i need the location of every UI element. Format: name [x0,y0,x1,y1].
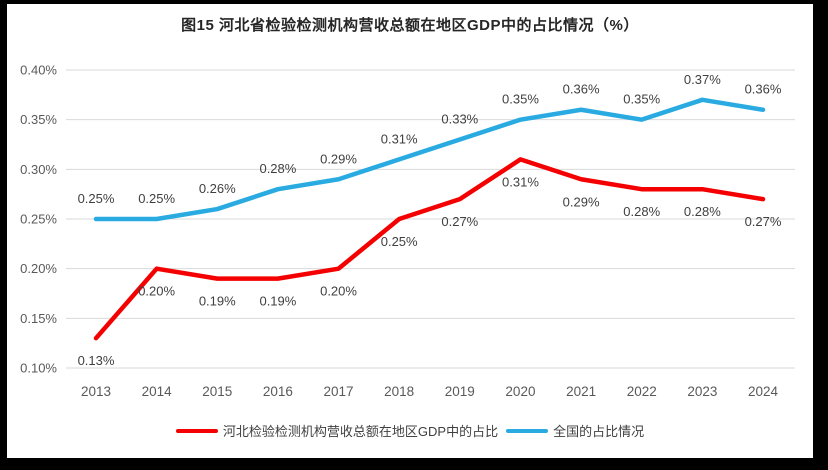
data-label-s0: 0.28% [623,204,660,219]
x-tick-label: 2013 [81,384,111,399]
data-label-s1: 0.35% [502,92,539,107]
x-tick-label: 2022 [627,384,657,399]
series-line-0 [93,157,766,341]
data-label-s1: 0.26% [199,181,236,196]
x-tick-label: 2020 [505,384,535,399]
chart-card: 图15 河北省检验检测机构营收总额在地区GDP中的占比情况（%） 0.10% 0.… [7,4,813,458]
chart-title: 图15 河北省检验检测机构营收总额在地区GDP中的占比情况（%） [181,17,639,34]
data-label-s0: 0.25% [381,234,418,249]
series-line-1 [93,97,766,222]
data-label-s0: 0.27% [441,214,478,229]
data-label-s1: 0.29% [320,151,357,166]
legend-line-blue-swatch [506,428,549,433]
legend: 河北检验检测机构营收总额在地区GDP中的占比 全国的占比情况 [7,421,813,440]
legend-item-hebei: 河北检验检测机构营收总额在地区GDP中的占比 [175,421,499,440]
legend-item-national: 全国的占比情况 [506,421,644,440]
legend-line-red-swatch [175,428,218,433]
y-tick-label: 0.40% [20,63,57,78]
data-label-s1: 0.31% [381,131,418,146]
data-label-s1: 0.36% [745,82,782,97]
data-label-s0: 0.28% [684,204,721,219]
data-label-s1: 0.37% [684,72,721,87]
x-tick-label: 2021 [566,384,596,399]
data-label-s0: 0.20% [320,284,357,299]
x-tick-label: 2023 [687,384,717,399]
data-label-s1: 0.36% [563,82,600,97]
y-tick-label: 0.35% [20,112,57,127]
data-label-s1: 0.25% [78,191,115,206]
y-tick-label: 0.20% [20,261,57,276]
x-tick-label: 2018 [384,384,414,399]
data-label-s1: 0.35% [623,92,660,107]
data-label-s0: 0.19% [199,294,236,309]
data-label-s0: 0.20% [138,284,175,299]
y-tick-label: 0.10% [20,361,57,376]
data-label-s1: 0.28% [259,161,296,176]
y-tick-label: 0.25% [20,212,57,227]
y-tick-label: 0.15% [20,311,57,326]
legend-label-national: 全国的占比情况 [553,424,645,439]
x-tick-label: 2016 [263,384,293,399]
y-tick-label: 0.30% [20,162,57,177]
x-tick-label: 2015 [202,384,232,399]
data-label-s0: 0.19% [259,294,296,309]
x-tick-label: 2024 [748,384,779,399]
data-label-s1: 0.33% [441,112,478,127]
data-label-s0: 0.27% [745,214,782,229]
legend-label-hebei: 河北检验检测机构营收总额在地区GDP中的占比 [222,424,499,439]
data-label-s0: 0.13% [78,353,115,368]
data-label-s0: 0.31% [502,174,539,189]
plot-svg: 0.10% 0.15% 0.20% 0.25% 0.30% 0.35% 0.40% 2013 2… [20,63,795,399]
data-label-s0: 0.29% [563,194,600,209]
x-tick-label: 2019 [445,384,475,399]
x-tick-label: 2017 [324,384,354,399]
x-tick-label: 2014 [142,384,173,399]
data-label-s1: 0.25% [138,191,175,206]
